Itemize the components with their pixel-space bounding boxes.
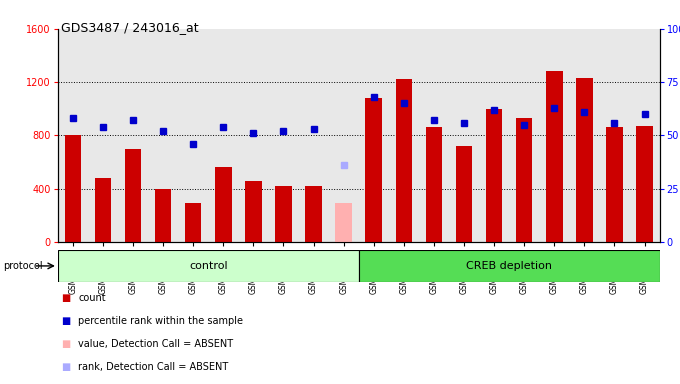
- Text: control: control: [189, 261, 228, 271]
- Text: GDS3487 / 243016_at: GDS3487 / 243016_at: [61, 21, 199, 34]
- Text: ■: ■: [61, 293, 71, 303]
- Bar: [636, 126, 653, 242]
- Text: protocol: protocol: [3, 261, 43, 271]
- Bar: [516, 118, 532, 242]
- Bar: [359, 250, 660, 282]
- Bar: [456, 146, 473, 242]
- Bar: [396, 79, 412, 242]
- Bar: [124, 149, 141, 242]
- Bar: [95, 178, 112, 242]
- Bar: [215, 167, 232, 242]
- Bar: [305, 186, 322, 242]
- Bar: [546, 71, 562, 242]
- Text: ■: ■: [61, 316, 71, 326]
- Bar: [245, 180, 262, 242]
- Text: ■: ■: [61, 362, 71, 372]
- Text: CREB depletion: CREB depletion: [466, 261, 552, 271]
- Bar: [426, 127, 442, 242]
- Bar: [185, 203, 201, 242]
- Bar: [275, 186, 292, 242]
- Text: count: count: [78, 293, 106, 303]
- Text: ■: ■: [61, 339, 71, 349]
- Bar: [365, 98, 382, 242]
- Bar: [58, 250, 359, 282]
- Bar: [576, 78, 593, 242]
- Bar: [65, 136, 81, 242]
- Bar: [155, 189, 171, 242]
- Bar: [486, 109, 503, 242]
- Bar: [335, 203, 352, 242]
- Text: percentile rank within the sample: percentile rank within the sample: [78, 316, 243, 326]
- Text: rank, Detection Call = ABSENT: rank, Detection Call = ABSENT: [78, 362, 228, 372]
- Text: value, Detection Call = ABSENT: value, Detection Call = ABSENT: [78, 339, 233, 349]
- Bar: [606, 127, 623, 242]
